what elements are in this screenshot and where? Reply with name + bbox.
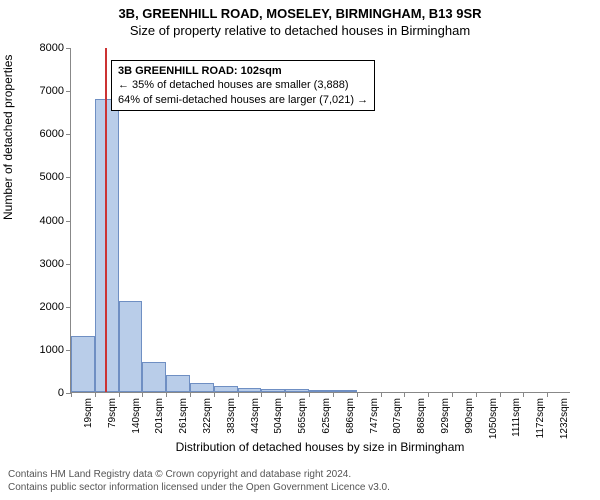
y-tick-mark (66, 48, 71, 49)
x-tick-mark (404, 392, 405, 397)
histogram-bar (142, 362, 166, 392)
histogram-bar (333, 390, 357, 392)
x-tick-mark (500, 392, 501, 397)
x-tick-mark (476, 392, 477, 397)
x-tick-mark (119, 392, 120, 397)
histogram-bar (214, 386, 238, 392)
x-tick-mark (214, 392, 215, 397)
property-size-marker (105, 48, 107, 392)
y-tick-mark (66, 221, 71, 222)
footer-line-2: Contains public sector information licen… (8, 482, 592, 495)
y-axis-label: Number of detached properties (1, 55, 15, 220)
y-tick-mark (66, 264, 71, 265)
x-tick-mark (309, 392, 310, 397)
y-tick-mark (66, 307, 71, 308)
footer-line-1: Contains HM Land Registry data © Crown c… (8, 469, 592, 482)
x-tick-mark (333, 392, 334, 397)
annotation-box: 3B GREENHILL ROAD: 102sqm← 35% of detach… (111, 60, 375, 111)
histogram-bar (71, 336, 95, 392)
x-tick-mark (238, 392, 239, 397)
y-tick-label: 4000 (24, 215, 64, 227)
annotation-line-3: 64% of semi-detached houses are larger (… (118, 93, 368, 107)
y-tick-label: 6000 (24, 128, 64, 140)
histogram-bar (238, 388, 262, 392)
histogram-bar (119, 301, 143, 392)
x-tick-mark (261, 392, 262, 397)
annotation-line-1: 3B GREENHILL ROAD: 102sqm (118, 64, 368, 78)
histogram-bar (285, 389, 309, 392)
histogram-bar (166, 375, 190, 392)
annotation-line-2: ← 35% of detached houses are smaller (3,… (118, 78, 368, 92)
footer-attribution: Contains HM Land Registry data © Crown c… (0, 465, 600, 500)
x-tick-mark (523, 392, 524, 397)
x-tick-mark (357, 392, 358, 397)
x-tick-mark (71, 392, 72, 397)
y-tick-label: 7000 (24, 85, 64, 97)
y-tick-mark (66, 91, 71, 92)
y-tick-label: 2000 (24, 301, 64, 313)
histogram-bar (261, 389, 285, 392)
x-tick-mark (166, 392, 167, 397)
x-tick-mark (381, 392, 382, 397)
histogram-bar (190, 383, 214, 392)
y-tick-mark (66, 134, 71, 135)
x-tick-mark (547, 392, 548, 397)
x-axis-label: Distribution of detached houses by size … (70, 440, 570, 454)
title-sub: Size of property relative to detached ho… (0, 21, 600, 38)
chart-plot-area: 19sqm79sqm140sqm201sqm261sqm322sqm383sqm… (70, 48, 570, 393)
x-tick-mark (142, 392, 143, 397)
y-tick-label: 5000 (24, 171, 64, 183)
y-tick-label: 0 (24, 387, 64, 399)
x-tick-mark (285, 392, 286, 397)
x-tick-mark (95, 392, 96, 397)
chart-container: 3B, GREENHILL ROAD, MOSELEY, BIRMINGHAM,… (0, 0, 600, 500)
title-main: 3B, GREENHILL ROAD, MOSELEY, BIRMINGHAM,… (0, 0, 600, 21)
x-tick-mark (428, 392, 429, 397)
y-tick-label: 3000 (24, 258, 64, 270)
y-tick-mark (66, 177, 71, 178)
y-tick-label: 8000 (24, 42, 64, 54)
x-tick-mark (190, 392, 191, 397)
y-tick-label: 1000 (24, 344, 64, 356)
x-tick-mark (452, 392, 453, 397)
histogram-bar (309, 390, 333, 392)
